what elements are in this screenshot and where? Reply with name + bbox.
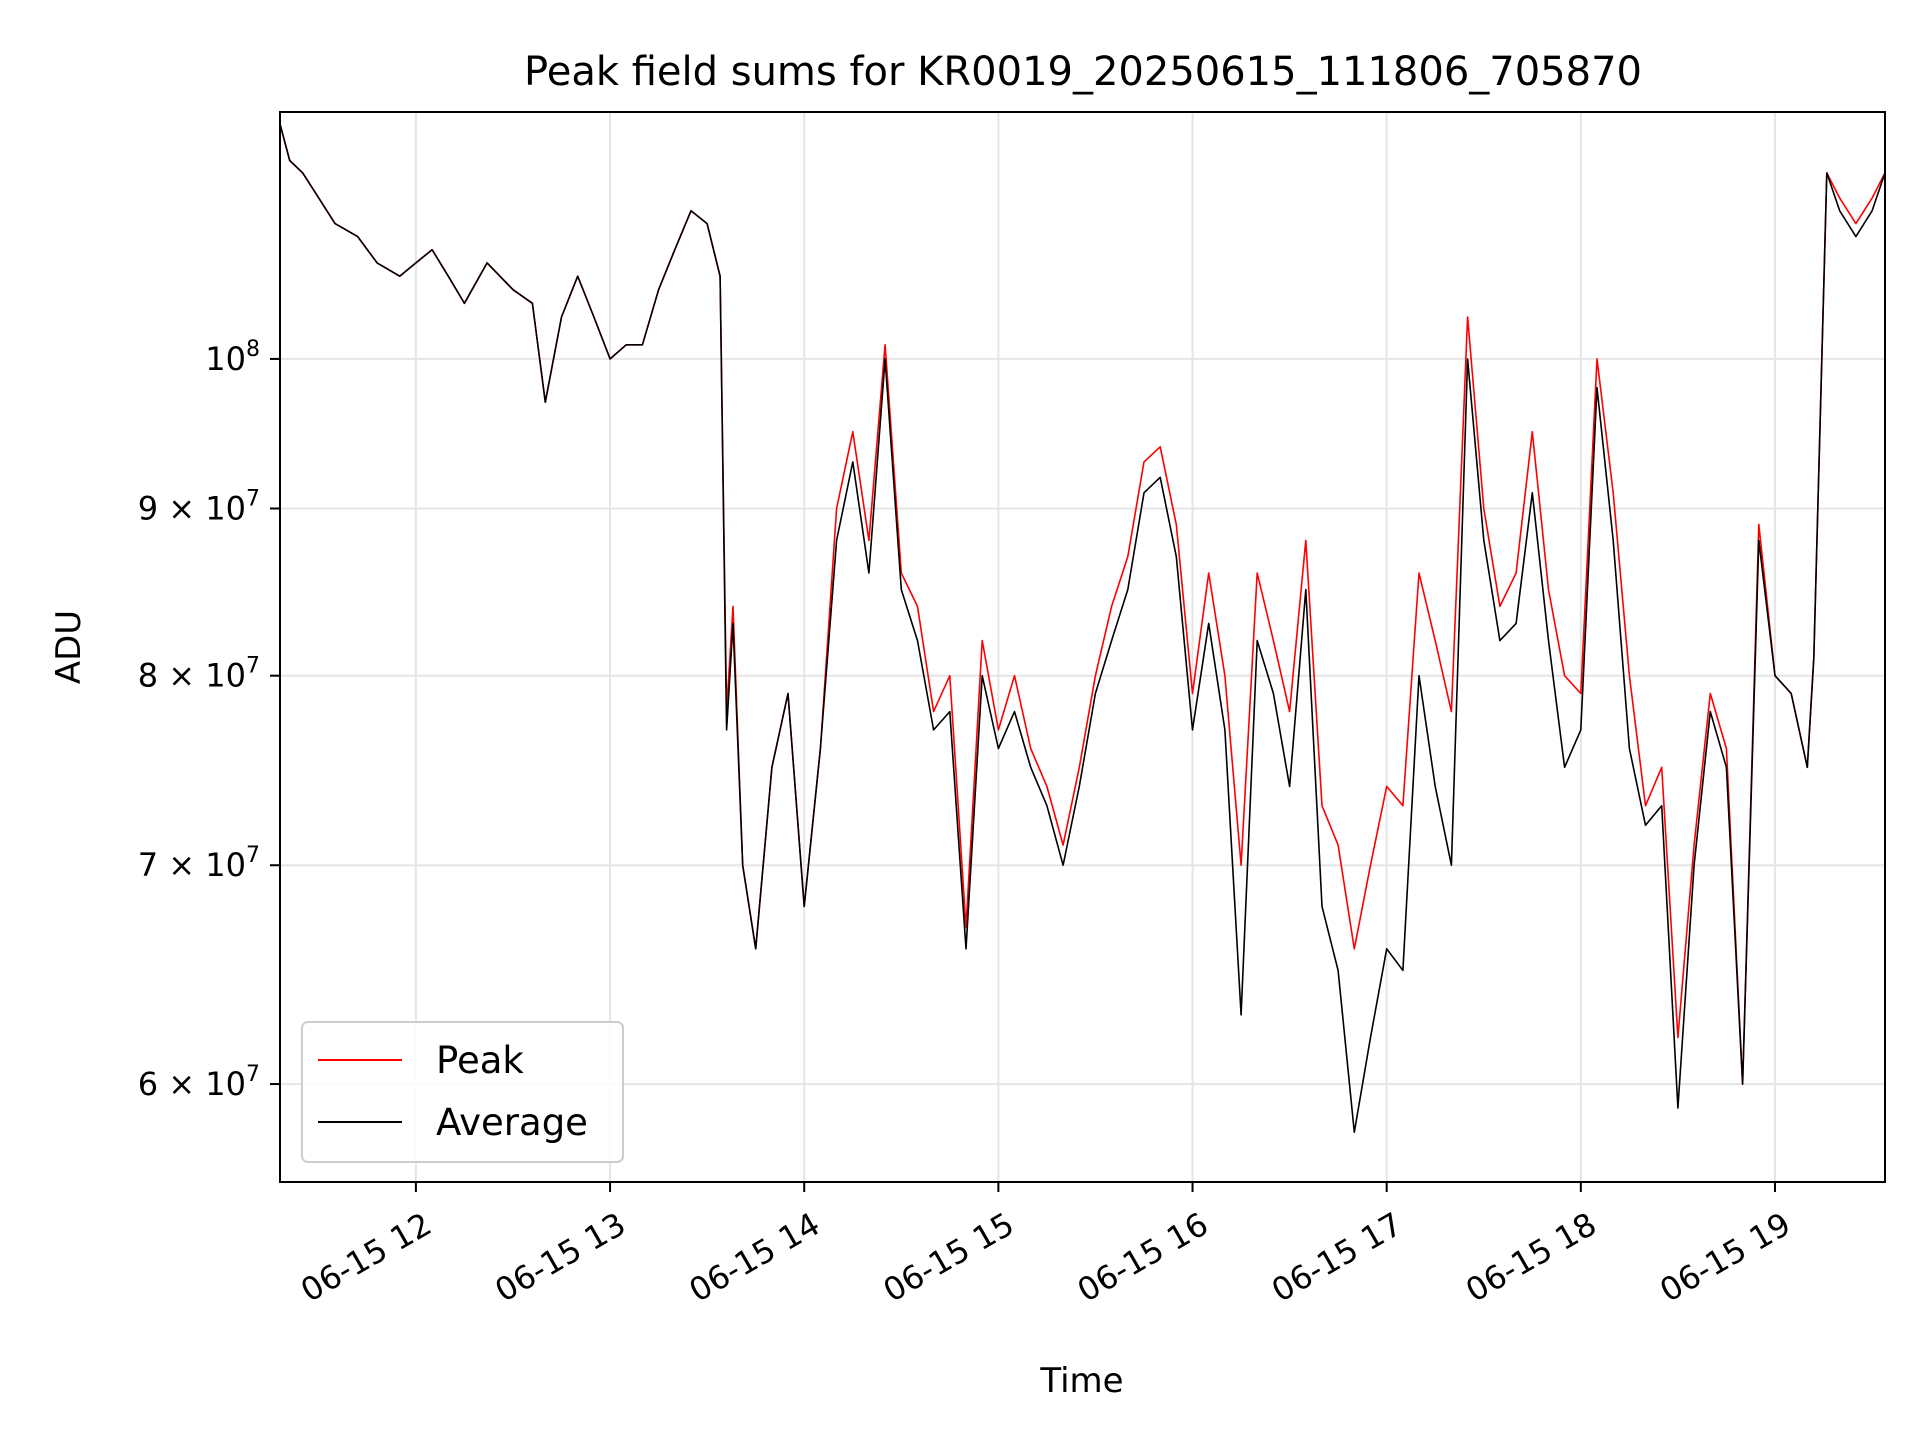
y-tick-label-exponent: 7 bbox=[246, 1062, 260, 1087]
y-tick-label: 6 × 107 bbox=[138, 1062, 260, 1103]
y-tick-label-base: 6 × 10 bbox=[138, 1065, 246, 1103]
legend-box bbox=[301, 1021, 624, 1163]
plot-series bbox=[280, 123, 1885, 1133]
y-tick-label-base: 8 × 10 bbox=[138, 657, 246, 695]
grid bbox=[280, 112, 1885, 1182]
plot-frame bbox=[279, 111, 1886, 1183]
series-line-average bbox=[280, 123, 1885, 1133]
y-tick-label-exponent: 7 bbox=[246, 843, 260, 868]
chart-title: Peak field sums for KR0019_20250615_1118… bbox=[524, 49, 1642, 95]
y-tick-label: 9 × 107 bbox=[138, 486, 260, 527]
legend-peak-label: Peak bbox=[436, 1039, 524, 1082]
y-tick-label: 108 bbox=[205, 337, 260, 378]
y-tick-label: 8 × 107 bbox=[138, 654, 260, 695]
y-tick-label-exponent: 7 bbox=[246, 486, 260, 511]
legend-average-label: Average bbox=[436, 1101, 588, 1144]
y-tick-label-exponent: 8 bbox=[246, 337, 260, 362]
x-axis-label: Time bbox=[1039, 1361, 1123, 1401]
y-tick-label: 7 × 107 bbox=[138, 843, 260, 884]
y-axis-label: ADU bbox=[49, 610, 89, 684]
legend: Peak Average bbox=[301, 1021, 624, 1163]
y-tick-label-exponent: 7 bbox=[246, 654, 260, 679]
y-tick-label-base: 10 bbox=[205, 340, 246, 378]
y-tick-label-base: 9 × 10 bbox=[138, 489, 246, 527]
y-tick-label-base: 7 × 10 bbox=[138, 846, 246, 884]
